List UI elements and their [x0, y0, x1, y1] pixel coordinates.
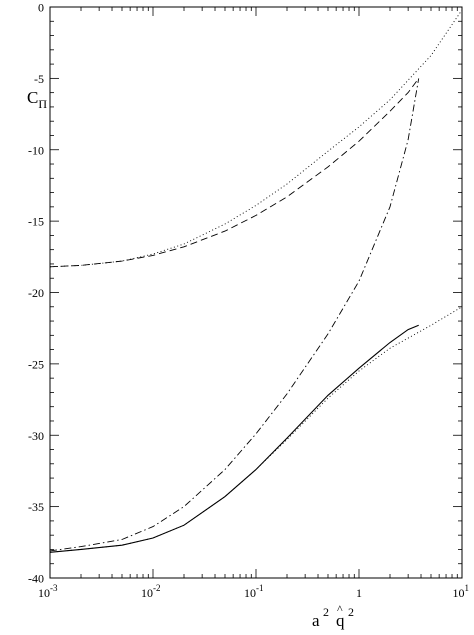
x-axis-label: a 2 ^ q 2 [312, 602, 354, 630]
series-2-dashdot-line [49, 78, 420, 552]
plot-frame [49, 6, 463, 579]
svg-text:^: ^ [337, 602, 343, 616]
x-tick-label: 10-3 [38, 583, 58, 600]
y-tick-label: 0 [38, 1, 44, 15]
svg-text:q: q [336, 611, 345, 630]
y-tick-label: -10 [28, 143, 44, 157]
y-tick-label: -35 [28, 500, 44, 514]
y-tick-label: -30 [28, 429, 44, 443]
series-4-dotted-line [49, 306, 463, 553]
y-tick-label: -20 [28, 286, 44, 300]
x-tick-label: 1 [356, 586, 362, 600]
series-0-dotted-line [49, 9, 463, 268]
x-tick-label: 101 [453, 583, 470, 600]
x-tick-label: 10-2 [141, 583, 161, 600]
svg-text:a: a [312, 611, 320, 630]
svg-text:2: 2 [323, 605, 329, 619]
y-tick-label: -5 [34, 72, 44, 86]
series-group [49, 9, 463, 553]
y-axis-label: CΠ [27, 88, 47, 111]
series-1-dashed-line [49, 78, 420, 268]
svg-text:2: 2 [348, 605, 354, 619]
series-3-solid-line [49, 324, 419, 553]
y-tick-label: -15 [28, 215, 44, 229]
y-tick-label: -25 [28, 357, 44, 371]
y-tick-label: -40 [28, 572, 44, 586]
x-tick-label: 10-1 [244, 583, 264, 600]
